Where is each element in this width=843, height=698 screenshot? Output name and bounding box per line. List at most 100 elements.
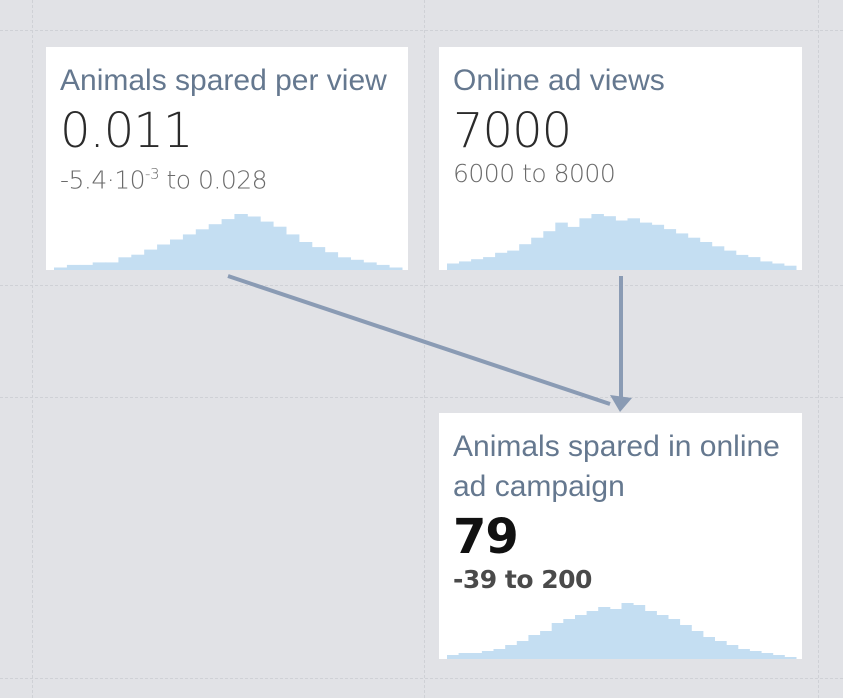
- histogram-bar: [157, 244, 171, 270]
- node-range: -39 to 200: [453, 565, 592, 594]
- histogram-bar: [668, 619, 681, 659]
- histogram-bar: [470, 653, 483, 659]
- node-card-animals-spared-per-view[interactable]: Animals spared per view 0.011 -5.4·10-3 …: [46, 47, 408, 270]
- histogram-bar: [747, 257, 761, 270]
- histogram-bar: [182, 234, 197, 270]
- histogram-bar: [555, 222, 568, 270]
- node-title: Online ad views: [453, 64, 665, 97]
- histogram-bar: [337, 257, 351, 270]
- histogram-bar: [447, 263, 460, 270]
- grid-line: [0, 678, 843, 679]
- histogram-bar: [531, 237, 544, 270]
- histogram-bar: [726, 645, 739, 659]
- histogram-bar: [507, 250, 520, 270]
- histogram-bar: [483, 257, 496, 270]
- histogram-bar: [702, 637, 715, 659]
- histogram-bar: [516, 641, 529, 659]
- histogram-bar: [575, 615, 588, 659]
- histogram-bar: [663, 229, 677, 270]
- node-value: 7000: [453, 103, 572, 159]
- histogram-bar: [505, 645, 518, 659]
- histogram-bar: [234, 214, 248, 270]
- distribution-histogram: [54, 214, 403, 270]
- node-range: 6000 to 8000: [453, 159, 616, 188]
- histogram-bar: [286, 234, 300, 270]
- histogram-bar: [784, 265, 797, 270]
- histogram-bar: [481, 651, 494, 659]
- arrow-per-view-to-campaign: [227, 274, 611, 406]
- histogram-bar: [579, 218, 592, 270]
- histogram-bar: [621, 603, 634, 659]
- histogram-bar: [651, 224, 665, 270]
- histogram-bar: [567, 226, 580, 270]
- histogram-bar: [458, 653, 471, 659]
- distribution-histogram: [447, 603, 797, 659]
- histogram-bar: [586, 611, 599, 659]
- histogram-bar: [687, 237, 701, 270]
- grid-line: [0, 397, 843, 398]
- histogram-bar: [737, 649, 750, 659]
- histogram-bar: [675, 233, 689, 270]
- histogram-bar: [691, 631, 704, 659]
- histogram-bar: [324, 252, 339, 270]
- histogram-bar: [656, 615, 669, 659]
- histogram-bar: [221, 219, 235, 270]
- histogram-bar: [79, 264, 94, 270]
- histogram-bar: [591, 214, 604, 270]
- histogram-bar: [679, 625, 692, 659]
- grid-line: [0, 285, 843, 286]
- histogram-bar: [540, 631, 553, 659]
- histogram-bar: [66, 264, 81, 270]
- histogram-bar: [459, 261, 472, 270]
- histogram-bar: [551, 623, 564, 659]
- histogram-bar: [92, 262, 107, 270]
- histogram-bar: [723, 250, 737, 270]
- histogram-bar: [644, 611, 657, 659]
- histogram-bar: [699, 242, 713, 270]
- histogram-bar: [350, 259, 364, 270]
- node-title: Animals spared in online ad campaign: [453, 430, 780, 503]
- histogram-bar: [495, 252, 508, 270]
- range-exponent: -3: [145, 165, 160, 183]
- histogram-bar: [627, 218, 640, 270]
- histogram-bar: [598, 607, 611, 659]
- grid-line: [424, 0, 425, 698]
- histogram-bar: [208, 224, 223, 270]
- node-title: Animals spared per view: [60, 64, 387, 97]
- histogram-bar: [759, 261, 773, 270]
- histogram-bar: [118, 257, 132, 270]
- histogram-bar: [603, 216, 616, 270]
- histogram-bar: [54, 267, 68, 270]
- node-range: -5.4·10-3 to 0.028: [60, 159, 394, 195]
- histogram-bar: [633, 605, 646, 659]
- histogram-bar: [389, 267, 403, 270]
- grid-line: [0, 30, 843, 31]
- grid-line: [32, 0, 33, 698]
- histogram-bar: [170, 239, 184, 270]
- histogram-bar: [711, 246, 725, 270]
- histogram-bar: [609, 609, 622, 659]
- histogram-bar: [273, 226, 287, 270]
- node-card-online-ad-views[interactable]: Online ad views 7000 6000 to 8000: [439, 47, 802, 270]
- node-card-animals-spared-campaign[interactable]: Animals spared in online ad campaign 79 …: [439, 413, 802, 659]
- histogram-bar: [772, 655, 785, 659]
- histogram-bar: [363, 262, 377, 270]
- histogram-bar: [543, 231, 556, 270]
- histogram-bar: [749, 651, 762, 659]
- node-value: 79: [453, 509, 519, 565]
- histogram-bar: [735, 254, 749, 270]
- histogram-bar: [298, 242, 313, 270]
- histogram-bar: [260, 221, 274, 270]
- histogram-bar: [144, 249, 158, 270]
- histogram-bar: [376, 264, 390, 270]
- histogram-bar: [311, 247, 326, 270]
- histogram-bar: [714, 641, 727, 659]
- histogram-bar: [471, 259, 484, 270]
- histogram-bar: [761, 653, 774, 659]
- histogram-bar: [639, 222, 653, 270]
- range-high: to 0.028: [159, 165, 268, 195]
- histogram-bar: [615, 220, 628, 270]
- histogram-bar: [247, 216, 261, 270]
- range-low: -5.4·10: [60, 165, 146, 195]
- histogram-bar: [771, 263, 785, 270]
